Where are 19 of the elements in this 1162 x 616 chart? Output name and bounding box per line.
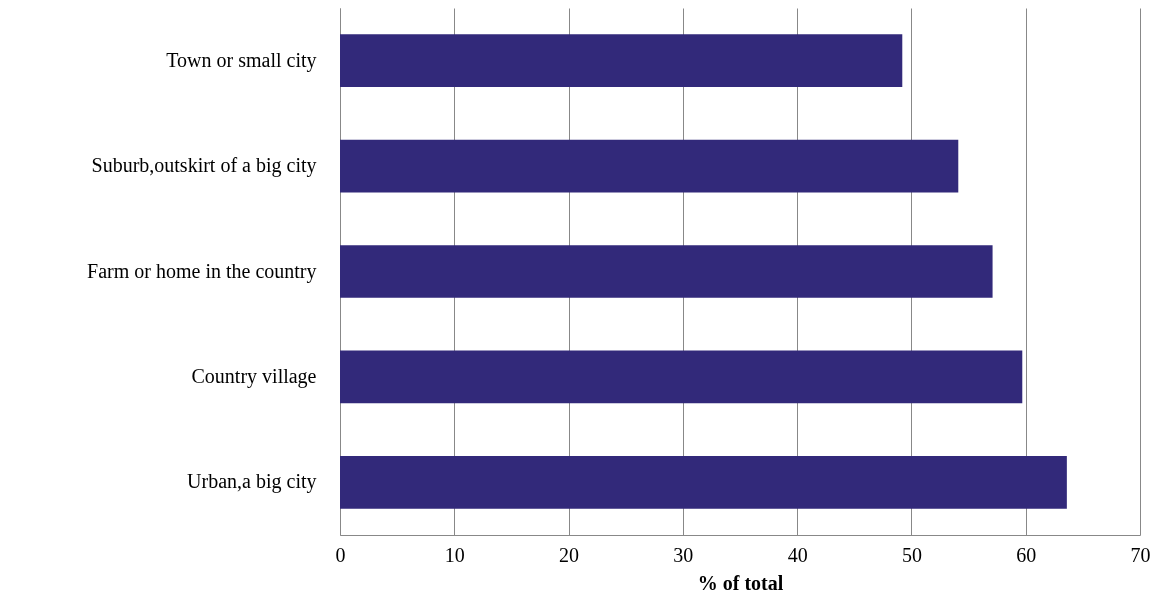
x-tick-label: 20 (559, 543, 580, 566)
x-tick-label: 30 (673, 543, 694, 566)
bar (340, 455, 1067, 509)
x-tick-label: 60 (1016, 543, 1037, 566)
x-tick-label: 0 (335, 543, 346, 566)
y-tick-label: Farm or home in the country (87, 259, 317, 283)
x-axis-title: % of total (697, 571, 784, 594)
y-tick-label: Suburb,outskirt of a big city (91, 154, 317, 178)
y-tick-label: Country village (191, 364, 317, 388)
x-tick-label: 10 (444, 543, 465, 566)
bar (340, 245, 993, 298)
bar (340, 34, 903, 88)
y-tick-label: Town or small city (166, 48, 317, 72)
x-tick-label: 50 (901, 543, 922, 566)
bar (340, 139, 959, 193)
y-tick-label: Urban,a big city (187, 470, 317, 494)
x-tick-label: 70 (1130, 543, 1151, 566)
x-tick-label: 40 (787, 543, 808, 566)
bar (340, 350, 1023, 404)
